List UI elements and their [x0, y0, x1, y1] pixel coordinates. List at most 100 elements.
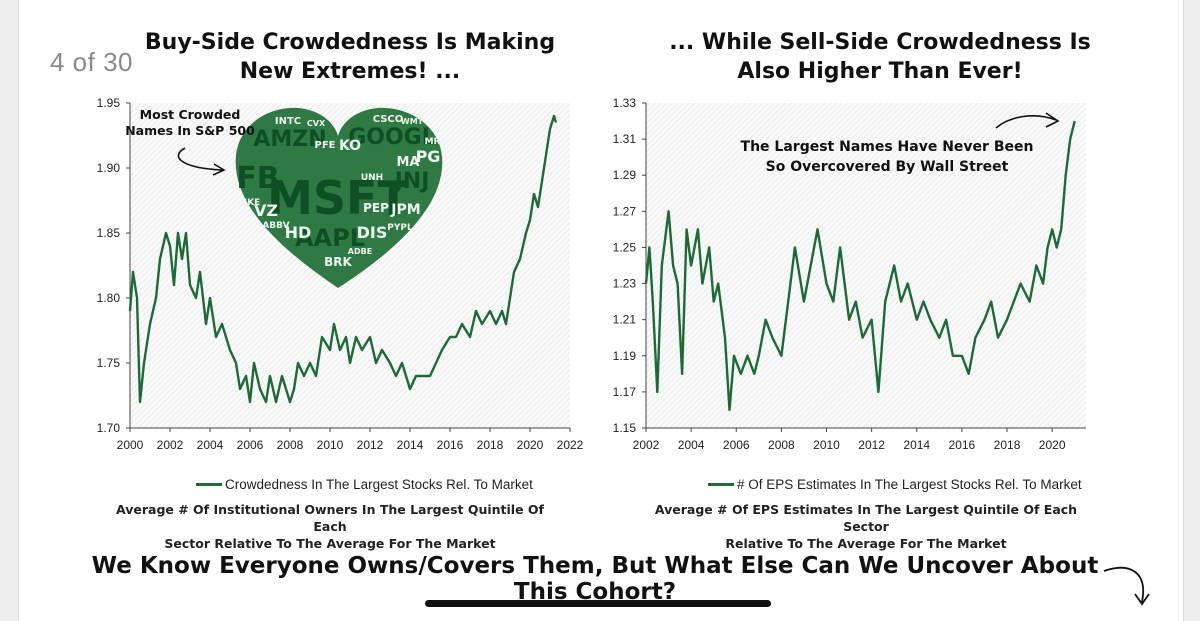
- heart-word: NKE: [240, 198, 261, 208]
- left-x-tick-label: 2004: [197, 438, 224, 452]
- heart-word: JNJ: [393, 169, 430, 194]
- right-chart-title-line1: ... While Sell-Side Crowdedness Is: [669, 30, 1091, 55]
- right-annotation-line1: The Largest Names Have Never Been: [741, 139, 1034, 155]
- right-x-tick-label: 2014: [903, 438, 930, 452]
- heart-word: JPM: [390, 202, 420, 218]
- right-footnote-line2: Relative To The Average For The Market: [725, 536, 1007, 551]
- right-x-tick-label: 2020: [1039, 438, 1066, 452]
- callout-line2: Names In S&P 500: [125, 123, 255, 138]
- heart-word: MSFT: [267, 171, 409, 225]
- right-legend-swatch: [708, 483, 734, 486]
- left-chart-title: Buy-Side Crowdedness Is Making New Extre…: [140, 28, 560, 86]
- right-series-line: [644, 120, 1076, 412]
- heart-word: MA: [397, 155, 420, 170]
- left-y-tick-label: 1.85: [97, 226, 121, 240]
- left-y-tick-label: 1.80: [97, 291, 121, 305]
- right-x-tick-label: 2004: [678, 438, 705, 452]
- left-y-tick-label: 1.95: [97, 96, 121, 110]
- page-counter: 4 of 30: [50, 47, 134, 77]
- heart-word: PEP: [363, 201, 389, 215]
- left-legend-label: Crowdedness In The Largest Stocks Rel. T…: [225, 477, 533, 492]
- right-y-tick-label: 1.17: [613, 385, 637, 399]
- left-y-ticks: 1.70 1.75 1.80 1.85 1.90 1.95: [97, 96, 130, 435]
- right-x-tick-label: 2016: [949, 438, 976, 452]
- heart-word: ABBV: [262, 221, 289, 231]
- left-footnote: Average # Of Institutional Owners In The…: [100, 501, 560, 552]
- left-chart: 1.70 1.75 1.80 1.85 1.90 1.95 2000 2002 2004 200…: [97, 96, 584, 452]
- heart-word: PG: [416, 147, 441, 166]
- heart-word: PFE: [315, 140, 336, 151]
- right-y-tick-label: 1.27: [613, 204, 637, 218]
- right-footnote-line1: Average # Of EPS Estimates In The Larges…: [654, 502, 1078, 534]
- left-footnote-line2: Sector Relative To The Average For The M…: [164, 536, 496, 551]
- bottom-arrow-icon: [1103, 566, 1150, 606]
- right-y-ticks: 1.15 1.17 1.19 1.21 1.23 1.25 1.27 1.29 1.31 1.33: [613, 96, 646, 435]
- left-legend: Crowdedness In The Largest Stocks Rel. T…: [196, 477, 533, 492]
- left-x-ticks: 2000 2002 2004 2006 2008 2010 2012 2014 2016 2018…: [117, 428, 584, 452]
- left-y-tick-label: 1.70: [97, 421, 121, 435]
- left-chart-title-line1: Buy-Side Crowdedness Is Making: [144, 30, 556, 55]
- right-x-tick-label: 2008: [768, 438, 795, 452]
- left-x-tick-label: 2006: [237, 438, 264, 452]
- left-y-tick-label: 1.90: [97, 161, 121, 175]
- heart-word: FB: [236, 161, 279, 196]
- right-y-tick-label: 1.19: [613, 349, 637, 363]
- right-legend: # Of EPS Estimates In The Largest Stocks…: [708, 477, 1082, 492]
- heart-word: GOOGL: [348, 125, 436, 150]
- heart-word: ADBE: [348, 247, 372, 256]
- right-legend-label: # Of EPS Estimates In The Largest Stocks…: [737, 477, 1082, 492]
- heart-word: PYPL: [387, 223, 413, 233]
- heart-word: BRK: [324, 255, 352, 269]
- right-y-tick-label: 1.25: [613, 240, 637, 254]
- annotation-arrowhead-icon: [1045, 112, 1060, 128]
- right-y-tick-label: 1.23: [613, 277, 637, 291]
- heart-word: KO: [339, 138, 361, 154]
- right-x-tick-label: 2012: [858, 438, 885, 452]
- heart-word: VZ: [254, 201, 278, 220]
- right-annotation-line2: So Overcovered By Wall Street: [766, 159, 1009, 175]
- right-x-tick-label: 2002: [633, 438, 660, 452]
- heart-word: UNH: [361, 173, 383, 183]
- right-x-ticks: 2002 2004 2006 2008 2010 2012 2014 2016 2018 2020: [633, 428, 1066, 452]
- heart-word: AAPL: [295, 224, 365, 252]
- left-x-tick-label: 2008: [277, 438, 304, 452]
- right-footnote: Average # Of EPS Estimates In The Larges…: [640, 501, 1092, 552]
- left-x-tick-label: 2014: [397, 438, 424, 452]
- right-chart: 1.15 1.17 1.19 1.21 1.23 1.25 1.27 1.29 1.31 1.33…: [613, 96, 1086, 452]
- right-chart-title: ... While Sell-Side Crowdedness Is Also …: [655, 28, 1105, 86]
- left-x-tick-label: 2020: [517, 438, 544, 452]
- heart-word: WMT: [401, 117, 424, 126]
- heart-word: INTC: [275, 116, 301, 127]
- heart-word: AMZN: [253, 127, 326, 152]
- left-x-tick-label: 2002: [157, 438, 184, 452]
- home-indicator-bar[interactable]: [425, 600, 771, 607]
- heart-word: DIS: [357, 223, 388, 242]
- callout-arrow-icon: [177, 147, 223, 171]
- left-y-tick-label: 1.75: [97, 356, 121, 370]
- left-series-line: [128, 114, 558, 404]
- left-legend-swatch: [196, 483, 222, 486]
- left-x-tick-label: 2000: [117, 438, 144, 452]
- right-x-tick-label: 2018: [994, 438, 1021, 452]
- bottom-heading: We Know Everyone Owns/Covers Them, But W…: [91, 553, 1099, 605]
- callout-line1: Most Crowded: [140, 107, 241, 122]
- callout-arrowhead-icon: [212, 163, 226, 176]
- left-footnote-line1: Average # Of Institutional Owners In The…: [116, 502, 544, 534]
- right-plot-area: [646, 103, 1086, 428]
- left-x-tick-label: 2012: [357, 438, 384, 452]
- heart-word: CSCO: [373, 114, 404, 125]
- heart-word: MRK: [425, 137, 449, 147]
- right-x-tick-label: 2010: [813, 438, 840, 452]
- right-y-tick-label: 1.15: [613, 421, 637, 435]
- heart-word: HD: [285, 223, 312, 242]
- right-chart-title-line2: Also Higher Than Ever!: [737, 59, 1023, 84]
- right-x-tick-label: 2006: [723, 438, 750, 452]
- annotation-arrow-icon: [995, 115, 1057, 129]
- right-y-tick-label: 1.29: [613, 168, 637, 182]
- right-y-tick-label: 1.33: [613, 96, 637, 110]
- left-x-tick-label: 2018: [477, 438, 504, 452]
- right-y-tick-label: 1.31: [613, 132, 637, 146]
